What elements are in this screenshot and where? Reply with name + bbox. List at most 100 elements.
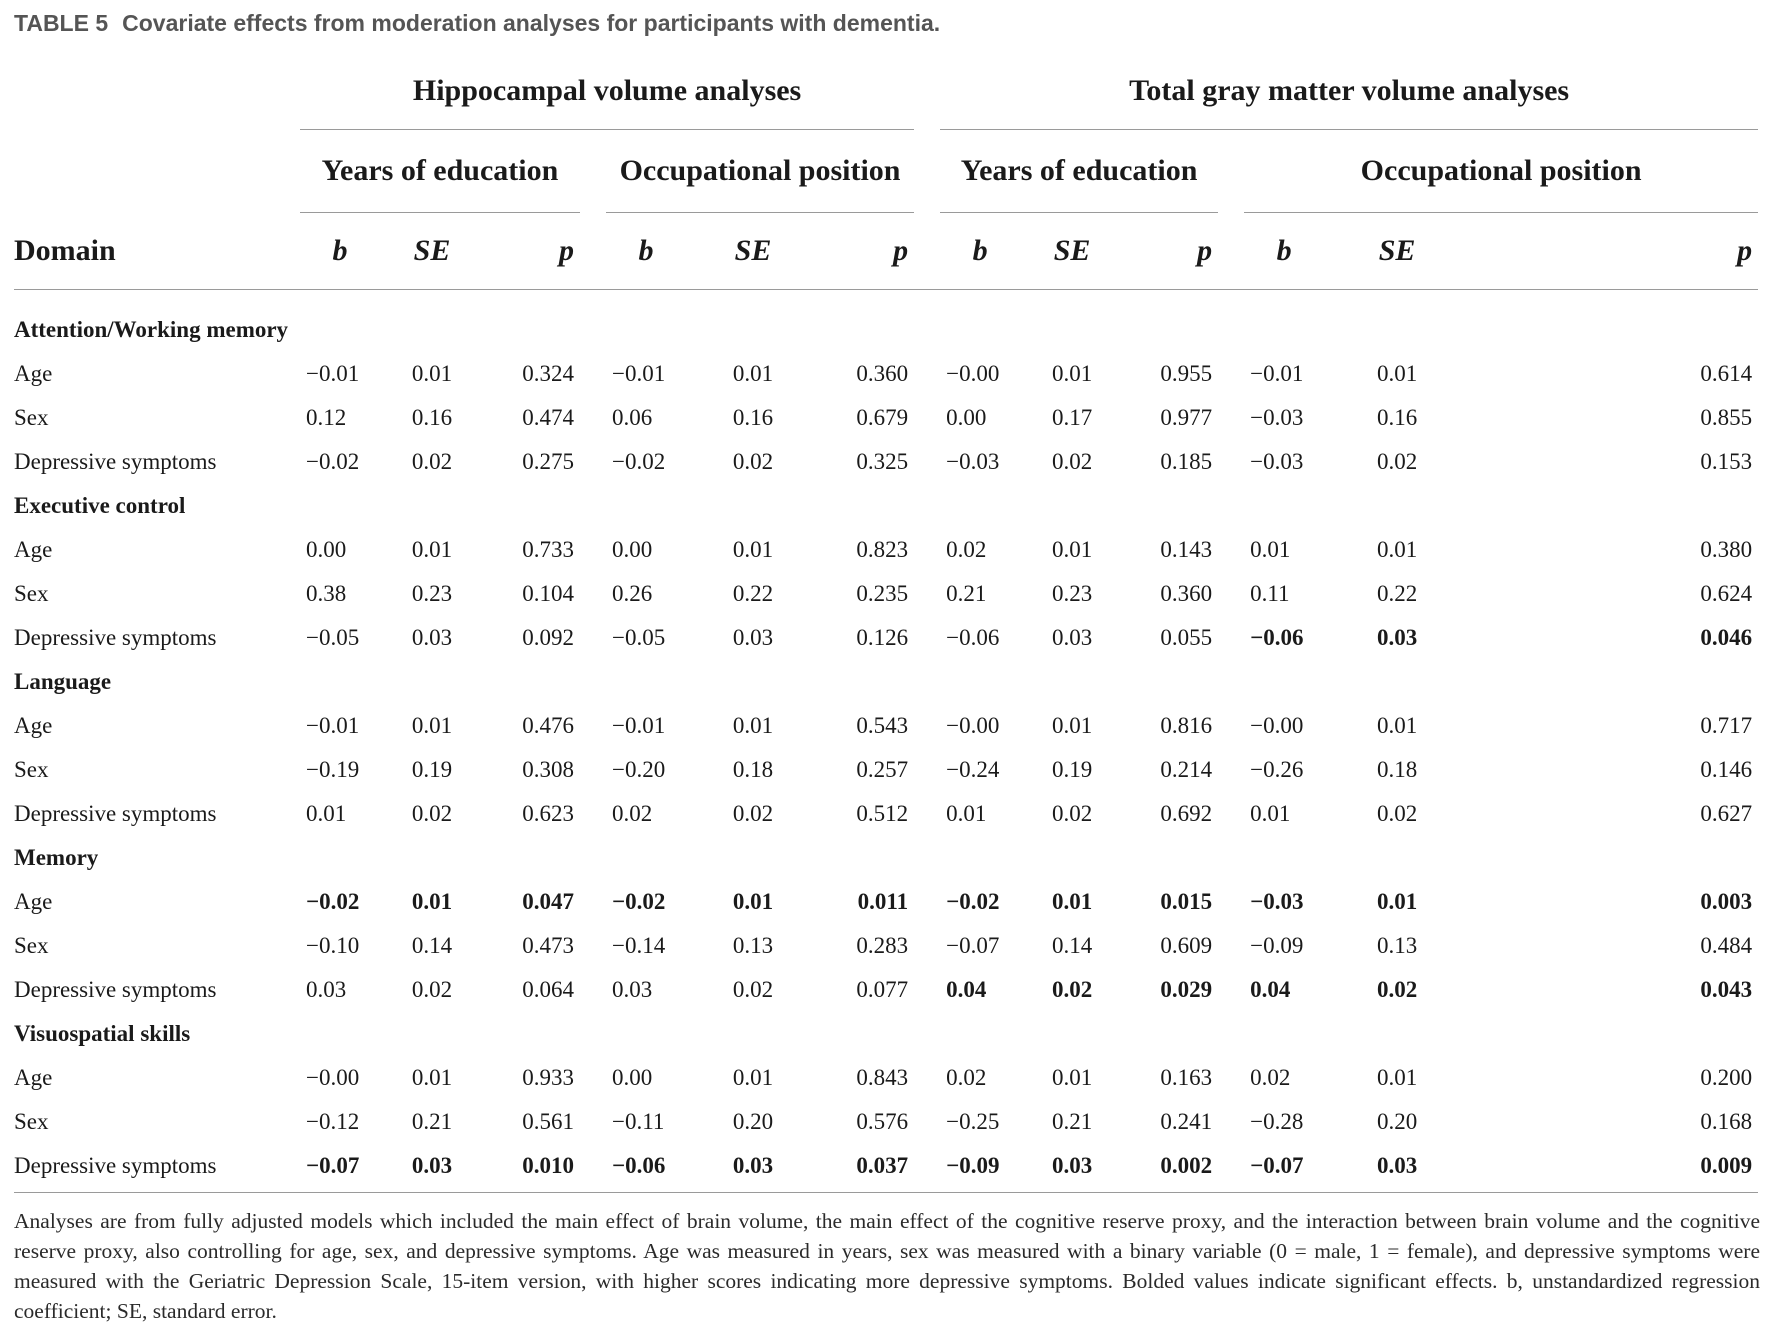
spacer-cell <box>914 440 940 484</box>
cell-p: 0.283 <box>856 933 909 958</box>
cell-p: 0.235 <box>856 581 909 606</box>
cell-se: 0.01 <box>732 537 774 562</box>
cell-p: 0.933 <box>522 1065 574 1090</box>
cell-p: 0.627 <box>1700 801 1753 826</box>
cell-p: 0.029 <box>1160 977 1213 1002</box>
spacer-cell <box>914 924 940 968</box>
spacer-cell <box>1218 924 1244 968</box>
cell-b: −0.05 <box>612 625 666 650</box>
column-header-b: b <box>606 212 686 290</box>
row-label: Sex <box>14 581 49 606</box>
cell-p: 0.717 <box>1700 713 1753 738</box>
cell-b: 0.02 <box>612 801 653 826</box>
cell-se: 0.01 <box>1376 537 1418 562</box>
cell-p: 0.484 <box>1700 933 1753 958</box>
cell-p: 0.143 <box>1160 537 1213 562</box>
spacer-cell <box>580 704 606 748</box>
column-header-domain: Domain <box>14 212 300 290</box>
table-footnote: Analyses are from fully adjusted models … <box>14 1209 1760 1323</box>
spacer-cell <box>580 1144 606 1193</box>
cell-b: −0.01 <box>612 713 666 738</box>
cell-p: 0.679 <box>856 405 909 430</box>
table-row: Sex 0.38 0.23 0.104 0.26 0.22 0.235 0.21 0.23 0.3… <box>14 572 1758 616</box>
cell-p: 0.308 <box>522 757 574 782</box>
cell-b: 0.21 <box>946 581 987 606</box>
cell-p: 0.561 <box>522 1109 574 1134</box>
cell-p: 0.692 <box>1160 801 1213 826</box>
cell-se: 0.01 <box>732 713 774 738</box>
cell-se: 0.02 <box>1051 449 1093 474</box>
cell-p: 0.816 <box>1160 713 1213 738</box>
cell-p: 0.168 <box>1700 1109 1753 1134</box>
cell-b: 0.00 <box>612 537 653 562</box>
cell-p: 0.064 <box>522 977 574 1002</box>
cell-p: 0.214 <box>1160 757 1213 782</box>
cell-p: 0.324 <box>522 361 574 386</box>
cell-se: 0.16 <box>411 405 453 430</box>
cell-p: 0.473 <box>522 933 574 958</box>
cell-p: 0.077 <box>856 977 909 1002</box>
cell-b: −0.02 <box>612 449 666 474</box>
cell-p: 0.624 <box>1700 581 1753 606</box>
table-row: Age 0.00 0.01 0.733 0.00 0.01 0.823 0.02 0.01 0.1… <box>14 528 1758 572</box>
cell-se: 0.03 <box>732 625 774 650</box>
spacer-cell <box>1218 748 1244 792</box>
cell-p: 0.614 <box>1700 361 1753 386</box>
cell-b: 0.01 <box>306 801 347 826</box>
cell-p: 0.046 <box>1700 625 1753 650</box>
cell-se: 0.23 <box>1051 581 1093 606</box>
cell-p: 0.200 <box>1700 1065 1753 1090</box>
cell-b: −0.02 <box>306 449 360 474</box>
cell-p: 0.146 <box>1700 757 1753 782</box>
row-label: Sex <box>14 933 49 958</box>
cell-b: 0.02 <box>1250 1065 1291 1090</box>
cell-se: 0.03 <box>1324 1144 1471 1193</box>
cell-se: 0.23 <box>411 581 453 606</box>
cell-b: 0.02 <box>946 1065 987 1090</box>
row-label: Depressive symptoms <box>14 977 217 1002</box>
column-header-p: p <box>1470 212 1759 290</box>
cell-b: −0.07 <box>1244 1144 1325 1193</box>
cell-p: 0.360 <box>856 361 909 386</box>
table-row: Depressive symptoms −0.02 0.02 0.275 −0.02 0.… <box>14 440 1758 484</box>
column-header-se: SE <box>686 212 820 290</box>
cell-b: 0.03 <box>306 977 347 1002</box>
spacer-cell <box>580 924 606 968</box>
cell-p: 0.011 <box>857 889 909 914</box>
cell-b: −0.25 <box>946 1109 1000 1134</box>
row-label: Depressive symptoms <box>14 625 217 650</box>
cell-b: −0.28 <box>1250 1109 1304 1134</box>
cell-se: 0.01 <box>732 889 774 914</box>
cell-b: −0.05 <box>306 625 360 650</box>
cell-se: 0.01 <box>732 1065 774 1090</box>
cell-se: 0.14 <box>1051 933 1093 958</box>
spacer-cell <box>914 1144 941 1193</box>
group-header-hippocampal: Hippocampal volume analyses <box>300 52 915 130</box>
cell-p: 0.360 <box>1160 581 1213 606</box>
table-row: Age −0.02 0.01 0.047 −0.02 0.01 0.011 −0.02 0.01… <box>14 880 1758 924</box>
spacer-cell <box>580 1100 606 1144</box>
subheader-hc-years-education: Years of education <box>300 129 580 213</box>
table-row: Sex −0.19 0.19 0.308 −0.20 0.18 0.257 −0.24 0.19… <box>14 748 1758 792</box>
spacer-cell <box>914 528 940 572</box>
cell-p: 0.977 <box>1160 405 1213 430</box>
spacer-cell <box>1218 1100 1244 1144</box>
column-header-se: SE <box>1020 212 1125 290</box>
table-row: Age −0.01 0.01 0.324 −0.01 0.01 0.360 −0.00 0.01… <box>14 352 1758 396</box>
spacer-cell <box>1218 528 1244 572</box>
cell-se: 0.03 <box>1051 625 1093 650</box>
cell-b: −0.00 <box>946 713 1000 738</box>
cell-p: 0.275 <box>522 449 574 474</box>
cell-p: 0.153 <box>1700 449 1753 474</box>
row-label: Sex <box>14 757 49 782</box>
column-header-se: SE <box>1324 212 1471 290</box>
spacer-cell <box>580 396 606 440</box>
cell-se: 0.02 <box>1376 977 1418 1002</box>
cell-p: 0.257 <box>856 757 909 782</box>
cell-b: 0.01 <box>1250 801 1291 826</box>
cell-se: 0.13 <box>1376 933 1418 958</box>
spacer-cell <box>914 1100 940 1144</box>
cell-b: 0.00 <box>946 405 987 430</box>
cell-b: 0.38 <box>306 581 347 606</box>
cell-b: 0.00 <box>306 537 347 562</box>
